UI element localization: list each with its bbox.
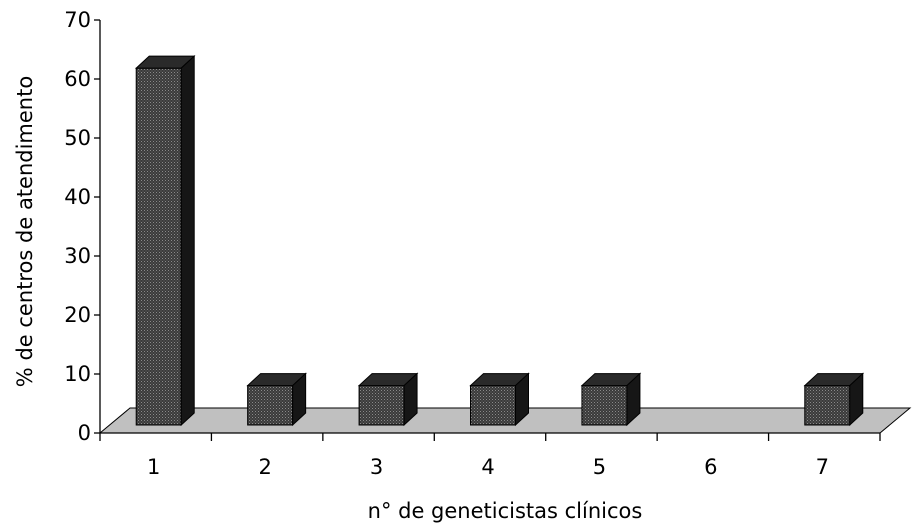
y-tick-label: 40 bbox=[64, 185, 91, 209]
bar-front bbox=[470, 385, 516, 426]
bar bbox=[357, 372, 419, 427]
x-tick-label: 1 bbox=[147, 455, 160, 479]
y-tick-label: 30 bbox=[64, 244, 91, 268]
x-axis-ticks: 1 2 3 4 5 6 7 bbox=[99, 433, 881, 479]
bar-front bbox=[804, 385, 851, 426]
y-axis-ticks: 0 10 20 30 40 50 60 70 bbox=[64, 8, 100, 445]
x-tick-label: 4 bbox=[481, 455, 494, 479]
bar-front bbox=[581, 385, 628, 426]
y-tick-label: 20 bbox=[64, 303, 91, 327]
bar bbox=[580, 372, 642, 427]
bar bbox=[803, 372, 865, 427]
bars-group bbox=[134, 55, 865, 427]
bar bbox=[469, 372, 530, 427]
y-tick-label: 70 bbox=[64, 8, 91, 32]
bar-side bbox=[292, 372, 307, 427]
x-tick-label: 3 bbox=[370, 455, 383, 479]
bar-side bbox=[626, 372, 641, 427]
y-tick-label: 50 bbox=[64, 126, 91, 150]
bar-side bbox=[180, 55, 195, 427]
y-axis-title: % de centros de atendimento bbox=[13, 76, 37, 387]
x-tick-label: 5 bbox=[593, 455, 606, 479]
bar bbox=[246, 372, 307, 427]
x-tick-label: 7 bbox=[816, 455, 829, 479]
bar-side bbox=[403, 372, 418, 427]
bar-side bbox=[515, 372, 529, 427]
bar-side bbox=[849, 372, 864, 427]
bar-front bbox=[135, 67, 182, 426]
x-tick-label: 6 bbox=[704, 455, 717, 479]
x-axis-title: n° de geneticistas clínicos bbox=[368, 499, 643, 523]
bar-front bbox=[247, 385, 294, 426]
bar bbox=[134, 55, 196, 427]
y-tick-label: 0 bbox=[78, 421, 91, 445]
bar-front bbox=[358, 385, 405, 426]
y-tick-label: 10 bbox=[64, 362, 91, 386]
y-tick-label: 60 bbox=[64, 67, 91, 91]
x-tick-label: 2 bbox=[258, 455, 271, 479]
